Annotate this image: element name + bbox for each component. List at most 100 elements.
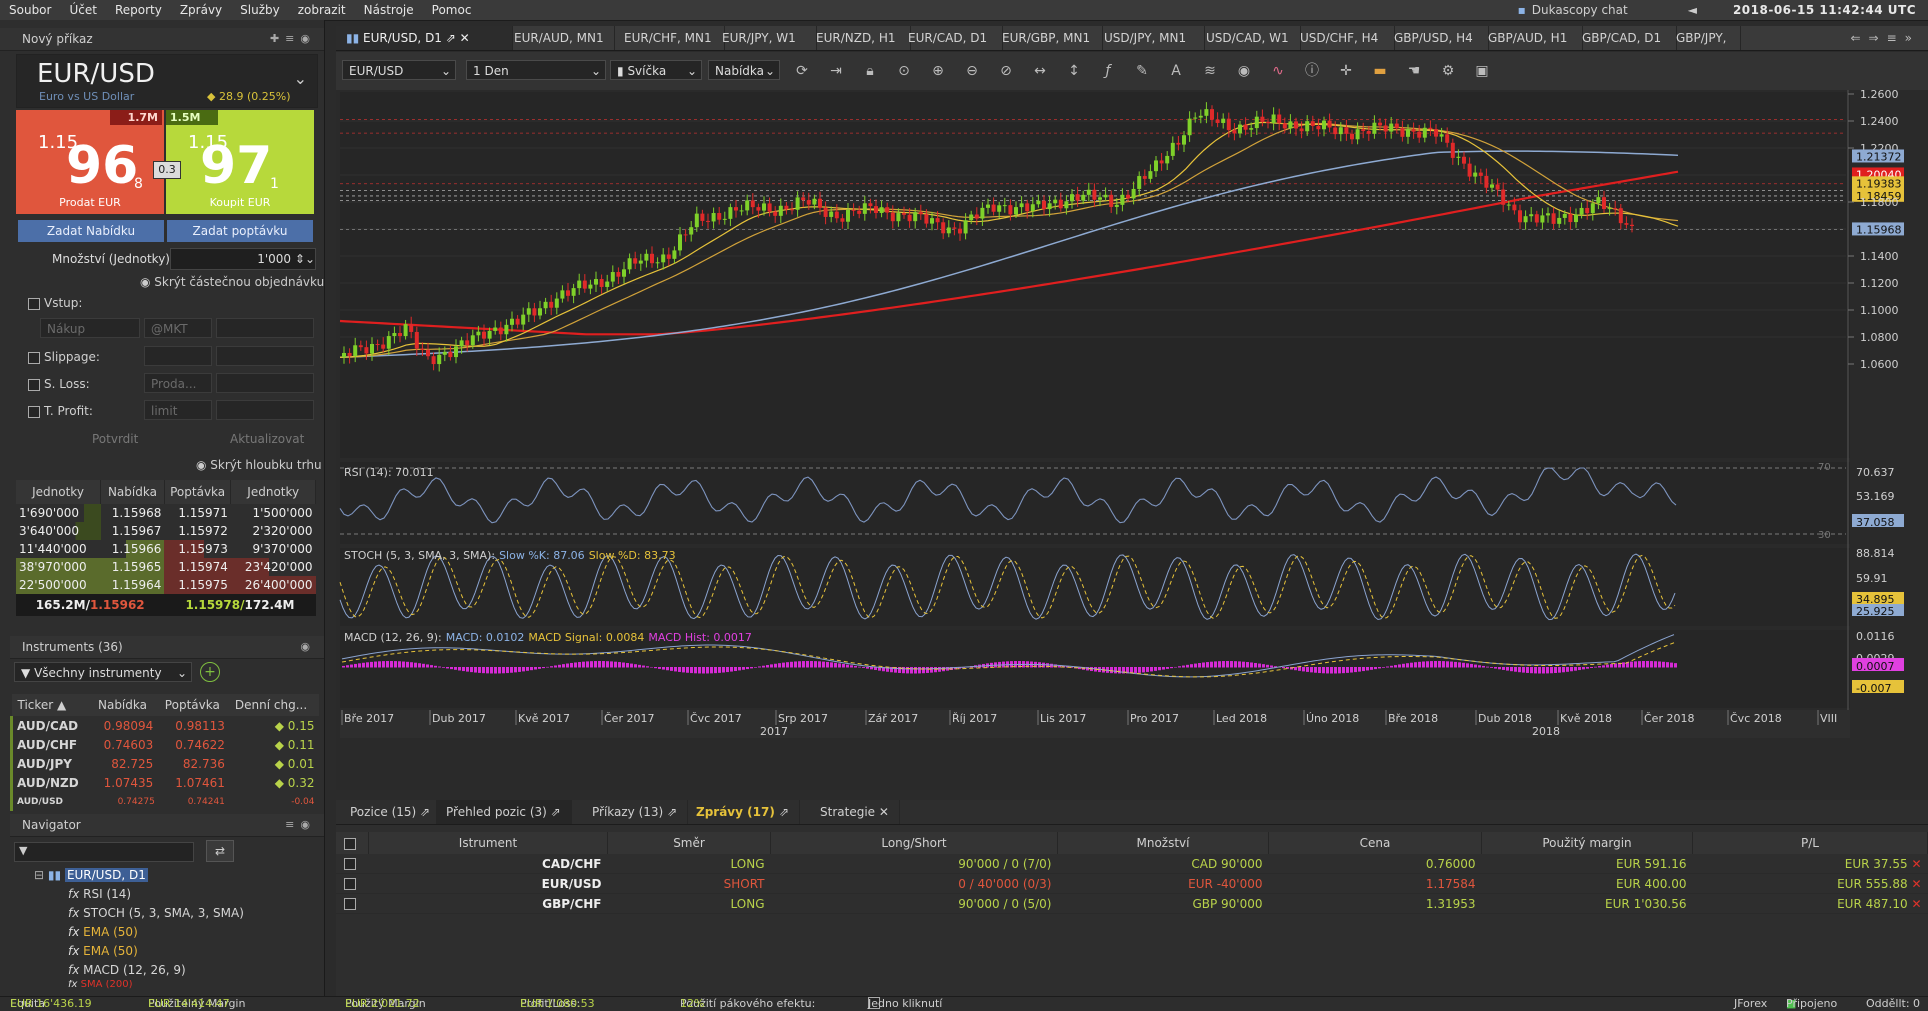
- tree-node-macd[interactable]: fx MACD (12, 26, 9): [68, 963, 186, 977]
- col-price[interactable]: Cena: [1268, 832, 1482, 854]
- instrument-row[interactable]: AUD/USD 0.74275 0.74241 -0.04: [9, 792, 319, 811]
- tab-eurgbp[interactable]: EUR/GBP, MN1: [992, 26, 1103, 50]
- zoom-fit-icon[interactable]: ⊘: [1000, 63, 1012, 79]
- col-pl[interactable]: P/L: [1692, 832, 1928, 854]
- period-select[interactable]: 1 Den ⌄: [466, 60, 606, 80]
- col-instrument[interactable]: Istrument: [368, 832, 608, 854]
- hide-partial-link[interactable]: ◉ Skrýt částečnou objednávku: [140, 275, 325, 289]
- menu-tools[interactable]: Nástroje: [363, 3, 414, 17]
- col-amount[interactable]: Množství: [1057, 832, 1269, 854]
- crosshair-icon[interactable]: ✛: [1340, 63, 1352, 79]
- menu-file[interactable]: Soubor: [9, 3, 52, 17]
- place-ask-button[interactable]: Zadat poptávku: [167, 220, 313, 242]
- info-icon[interactable]: ⓘ: [1305, 63, 1319, 79]
- entry-price-field[interactable]: @MKT: [144, 318, 212, 338]
- tab-eurchf[interactable]: EUR/CHF, MN1: [614, 26, 725, 50]
- trend-icon[interactable]: ∿: [1272, 63, 1284, 79]
- tab-orders[interactable]: Příkazy (13) ⇗: [582, 800, 689, 824]
- instrument-row[interactable]: AUD/JPY 82.725 82.736 ◆ 0.01: [9, 754, 319, 773]
- refresh-icon[interactable]: ⟳: [796, 63, 808, 79]
- tree-node-rsi[interactable]: fx RSI (14): [68, 887, 132, 901]
- tab-gbpcad[interactable]: GBP/CAD, D1: [1572, 26, 1677, 50]
- menu-reports[interactable]: Reporty: [114, 3, 162, 17]
- shift-icon[interactable]: ⇥: [830, 63, 842, 79]
- tab-gbpjpy[interactable]: GBP/JPY,: [1666, 26, 1741, 50]
- entry-checkbox[interactable]: Vstup:: [28, 296, 82, 310]
- tab-gbpusd[interactable]: GBP/USD, H4: [1384, 26, 1489, 50]
- instrument-row[interactable]: AUD/CHF 0.74603 0.74622 ◆ 0.11: [9, 735, 319, 754]
- entry-side-field[interactable]: Nákup: [40, 318, 140, 338]
- col-ticker[interactable]: Ticker ▲: [11, 694, 92, 716]
- stoploss-checkbox[interactable]: S. Loss:: [28, 377, 90, 391]
- chat-link[interactable]: Dukascopy chat: [1531, 3, 1628, 17]
- tabs-right-icon[interactable]: ⇒: [1868, 31, 1887, 45]
- update-button[interactable]: Aktualizovat: [230, 432, 305, 446]
- confirm-button[interactable]: Potvrdit: [92, 432, 139, 446]
- menu-icon[interactable]: ≡: [285, 818, 301, 831]
- select-all-checkbox[interactable]: [336, 832, 369, 854]
- price-side-select[interactable]: Nabídka ⌄: [708, 60, 780, 80]
- chevron-down-icon[interactable]: ⌄: [293, 69, 307, 88]
- tab-usdjpy[interactable]: USD/JPY, MN1: [1094, 26, 1205, 50]
- table-row[interactable]: CAD/CHF LONG 90'000 / 0 (7/0) CAD 90'000…: [336, 854, 1928, 874]
- slippage-field[interactable]: [144, 346, 212, 366]
- menu-help[interactable]: Pomoc: [431, 3, 472, 17]
- stoploss-extra-field[interactable]: [216, 373, 314, 393]
- instrument-selector[interactable]: EUR/USD Euro vs US Dollar ◆ 28.9 (0.25%)…: [16, 54, 318, 108]
- indicator-icon[interactable]: ƒ: [1105, 63, 1111, 79]
- zoom-icon[interactable]: ⊙: [898, 63, 910, 79]
- layers-icon[interactable]: ≋: [1204, 63, 1216, 79]
- takeprofit-extra-field[interactable]: [216, 400, 314, 420]
- instrument-row[interactable]: AUD/NZD 1.07435 1.07461 ◆ 0.32: [9, 773, 319, 792]
- tab-eurjpy[interactable]: EUR/JPY, W1: [712, 26, 817, 50]
- tree-node-ema1[interactable]: fx EMA (50): [68, 925, 138, 939]
- chart-type-select[interactable]: ▮ Svíčka ⌄: [610, 60, 702, 80]
- zoom-in-icon[interactable]: ⊕: [932, 63, 944, 79]
- tree-node-ema2[interactable]: fx EMA (50): [68, 944, 138, 958]
- stepper-icon[interactable]: ⇕⌄: [294, 252, 315, 266]
- col-direction[interactable]: Směr: [607, 832, 771, 854]
- hide-depth-link[interactable]: ◉ Skrýt hloubku trhu: [196, 458, 322, 472]
- menu-account[interactable]: Účet: [69, 3, 97, 17]
- tab-gbpaud[interactable]: GBP/AUD, H1: [1478, 26, 1583, 50]
- tab-position-summary[interactable]: Přehled pozic (3) ⇗: [436, 800, 572, 824]
- tab-eurcad[interactable]: EUR/CAD, D1: [898, 26, 1003, 50]
- buy-button[interactable]: 1.5M 1.15 97 1 Koupit EUR: [166, 110, 314, 214]
- horizontal-scale-icon[interactable]: ↔: [1034, 63, 1046, 79]
- tree-node-stoch[interactable]: fx STOCH (5, 3, SMA, 3, SMA): [68, 906, 244, 920]
- quantity-field[interactable]: 1'000 ⇕⌄: [170, 248, 316, 270]
- menu-news[interactable]: Zprávy: [179, 3, 223, 17]
- table-row[interactable]: EUR/USD SHORT 0 / 40'000 (0/3) EUR -40'0…: [336, 873, 1928, 894]
- vertical-scale-icon[interactable]: ↕: [1068, 63, 1080, 79]
- pin-icon[interactable]: ✚: [269, 32, 286, 45]
- color-icon[interactable]: ▬: [1373, 63, 1387, 79]
- tab-usdchf[interactable]: USD/CHF, H4: [1290, 26, 1395, 50]
- hand-icon[interactable]: ☚: [1407, 63, 1421, 79]
- col-margin[interactable]: Použitý margin: [1481, 832, 1693, 854]
- eye-icon[interactable]: ◉: [1237, 63, 1251, 79]
- slippage-checkbox[interactable]: Slippage:: [28, 350, 100, 364]
- place-bid-button[interactable]: Zadat Nabídku: [18, 220, 164, 242]
- save-icon[interactable]: ▣: [1475, 63, 1489, 79]
- tab-euraud[interactable]: EUR/AUD, MN1: [504, 26, 615, 50]
- slippage-extra-field[interactable]: [216, 346, 314, 366]
- stoploss-field[interactable]: Proda...: [144, 373, 212, 393]
- menu-icon[interactable]: ≡: [285, 32, 301, 45]
- col-longshort[interactable]: Long/Short: [770, 832, 1058, 854]
- lock-icon[interactable]: 🔒︎: [866, 63, 874, 79]
- menu-view[interactable]: zobrazit: [297, 3, 346, 17]
- entry-extra-field[interactable]: [216, 318, 314, 338]
- tabs-menu-icon[interactable]: ≡: [1886, 31, 1905, 45]
- swap-icon[interactable]: ⇄: [206, 840, 234, 862]
- tree-node-sma[interactable]: fx SMA (200): [68, 980, 133, 990]
- tree-node-chart[interactable]: ⊟ ▮▮ EUR/USD, D1: [34, 868, 148, 882]
- col-bid[interactable]: Nabídka: [91, 694, 159, 716]
- navigator-search[interactable]: ▼: [14, 842, 194, 862]
- tabs-left-icon[interactable]: ⇐: [1850, 31, 1869, 45]
- takeprofit-checkbox[interactable]: T. Profit:: [28, 404, 93, 418]
- add-instrument-icon[interactable]: +: [200, 662, 220, 682]
- pencil-icon[interactable]: ✎: [1136, 63, 1148, 79]
- tab-strategies[interactable]: Strategie ✕: [810, 800, 900, 824]
- eye-icon[interactable]: ◉: [300, 818, 316, 831]
- instrument-row[interactable]: AUD/CAD 0.98094 0.98113 ◆ 0.15: [9, 716, 319, 735]
